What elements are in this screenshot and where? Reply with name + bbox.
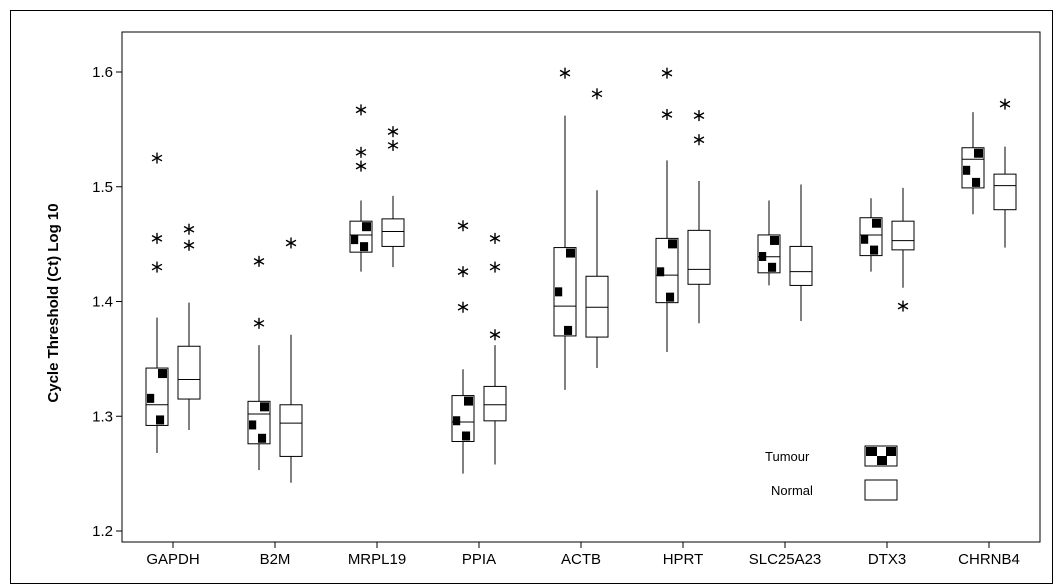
box-ppia-normal-outlier — [489, 261, 501, 273]
plot-border — [121, 31, 1041, 543]
box-dtx3-normal-outlier — [897, 300, 909, 312]
box-chrnb4-normal-box — [993, 173, 1017, 211]
x-tick-label: GAPDH — [146, 551, 199, 568]
x-tick-label: MRPL19 — [348, 551, 406, 568]
box-actb-normal-box — [585, 275, 609, 338]
legend-swatch-tumour-pattern — [866, 447, 877, 456]
box-b2m-tumour-pattern — [260, 402, 269, 412]
legend-swatch-tumour-pattern — [877, 456, 887, 465]
legend-label-tumour: Tumour — [765, 449, 810, 464]
box-hprt-tumour-pattern — [668, 239, 677, 249]
box-mrpl19-tumour-outlier — [355, 104, 367, 116]
box-actb-tumour-box — [553, 247, 577, 337]
x-tick-label: DTX3 — [868, 551, 906, 568]
x-tick-label: ACTB — [561, 551, 601, 568]
box-ppia-tumour-pattern — [453, 416, 461, 426]
box-mrpl19-tumour-pattern — [351, 235, 359, 245]
y-tick-label: 1.4 — [92, 294, 113, 311]
box-actb-normal-outlier — [591, 88, 603, 100]
box-slc25a23-tumour-pattern — [770, 235, 779, 245]
legend: Tumour Normal — [765, 445, 898, 501]
box-chrnb4-tumour-pattern — [963, 165, 971, 175]
box-gapdh-tumour-box — [145, 367, 169, 426]
x-tick-label: B2M — [260, 551, 291, 568]
box-ppia-normal-outlier — [489, 232, 501, 244]
box-ppia-normal-outlier — [489, 329, 501, 341]
box-mrpl19-normal-outlier — [387, 139, 399, 151]
box-ppia-tumour-box — [451, 395, 475, 442]
y-axis-title: Cycle Threshold (Ct) Log 10 — [45, 203, 62, 402]
x-tick-label: PPIA — [462, 551, 496, 568]
box-dtx3-tumour-pattern — [870, 245, 879, 255]
box-gapdh-tumour-pattern — [158, 369, 167, 379]
box-gapdh-tumour-outlier — [151, 232, 163, 244]
box-hprt-normal-box — [687, 229, 711, 285]
x-tick-label: HPRT — [663, 551, 704, 568]
box-gapdh-tumour-pattern — [147, 393, 155, 403]
box-mrpl19-normal-box — [381, 218, 405, 247]
box-actb-tumour-pattern — [564, 325, 573, 335]
box-hprt-normal-outlier — [693, 134, 705, 146]
box-gapdh-normal-outlier — [183, 239, 195, 251]
box-chrnb4-tumour-box — [961, 147, 985, 189]
box-mrpl19-tumour-outlier — [355, 146, 367, 158]
box-b2m-normal-box — [279, 404, 303, 457]
box-slc25a23-normal-box — [789, 245, 813, 286]
box-chrnb4-tumour-pattern — [974, 148, 983, 158]
box-hprt-tumour-outlier — [661, 108, 673, 120]
box-gapdh-tumour-outlier — [151, 261, 163, 273]
box-b2m-tumour-outlier — [253, 317, 265, 329]
box-gapdh-tumour-outlier — [151, 152, 163, 164]
box-b2m-tumour-outlier — [253, 255, 265, 267]
box-actb-tumour-outlier — [559, 67, 571, 79]
box-actb-tumour-pattern — [566, 248, 575, 258]
box-ppia-tumour-outlier — [457, 301, 469, 313]
box-hprt-normal-outlier — [693, 110, 705, 122]
box-mrpl19-tumour-outlier — [355, 160, 367, 172]
y-tick-label: 1.6 — [92, 64, 113, 81]
box-mrpl19-normal-outlier — [387, 126, 399, 138]
legend-swatch-tumour-pattern — [886, 447, 896, 456]
box-ppia-tumour-pattern — [464, 396, 473, 406]
box-b2m-tumour-box — [247, 400, 271, 445]
box-chrnb4-tumour-pattern — [972, 177, 981, 187]
box-ppia-tumour-outlier — [457, 266, 469, 278]
box-mrpl19-tumour-pattern — [360, 242, 369, 252]
box-hprt-tumour-box — [655, 237, 679, 304]
box-chrnb4-normal-outlier — [999, 98, 1011, 110]
box-gapdh-normal-outlier — [183, 223, 195, 235]
box-gapdh-tumour-pattern — [156, 415, 165, 425]
box-hprt-tumour-pattern — [657, 267, 665, 277]
y-tick-label: 1.5 — [92, 179, 113, 196]
y-tick-label: 1.3 — [92, 408, 113, 425]
box-dtx3-normal-box — [891, 220, 915, 251]
box-b2m-tumour-pattern — [249, 420, 257, 430]
box-ppia-normal-box — [483, 385, 507, 422]
legend-label-normal: Normal — [771, 483, 813, 498]
box-b2m-tumour-pattern — [258, 433, 267, 443]
box-actb-tumour-pattern — [555, 287, 563, 297]
box-gapdh-normal-box — [177, 345, 201, 400]
plot-area: 1.2 1.3 1.4 1.5 1.6 GAPDH B2M MRPL19 PPIA ACTB HPR… — [92, 31, 1041, 568]
box-b2m-normal-outlier — [285, 237, 297, 249]
box-ppia-tumour-pattern — [462, 431, 471, 441]
box-mrpl19-tumour-pattern — [362, 222, 371, 232]
box-hprt-tumour-pattern — [666, 292, 675, 302]
x-tick-label: CHRNB4 — [958, 551, 1020, 568]
box-hprt-tumour-outlier — [661, 67, 673, 79]
box-slc25a23-tumour-pattern — [768, 262, 777, 272]
y-tick-label: 1.2 — [92, 523, 113, 540]
x-tick-label: SLC25A23 — [749, 551, 822, 568]
box-ppia-tumour-outlier — [457, 220, 469, 232]
box-dtx3-tumour-pattern — [872, 218, 881, 228]
legend-swatch-normal — [864, 479, 898, 501]
box-dtx3-tumour-pattern — [861, 234, 869, 244]
